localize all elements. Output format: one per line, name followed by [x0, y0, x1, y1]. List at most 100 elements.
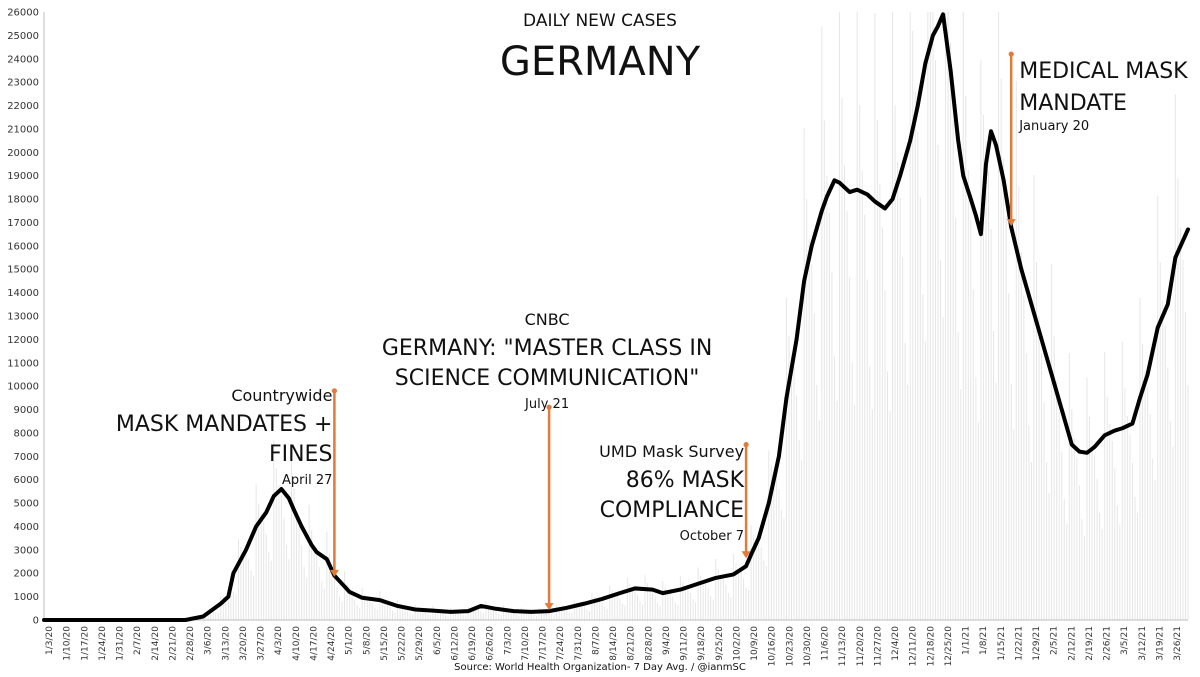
x-tick-label: 1/31/20	[116, 626, 126, 661]
x-tick-label: 11/20/20	[856, 626, 866, 667]
annotation-text: MEDICAL MASK	[1019, 59, 1188, 84]
annotation-arrowhead	[544, 603, 554, 611]
y-tick-label: 1000	[14, 592, 39, 603]
chart-subtitle: DAILY NEW CASES	[523, 11, 677, 31]
annotation-dot	[331, 388, 337, 394]
x-tick-label: 9/4/20	[662, 626, 672, 655]
x-tick-label: 7/10/20	[521, 626, 531, 661]
y-tick-label: 21000	[7, 124, 39, 135]
x-tick-label: 5/22/20	[398, 626, 408, 661]
x-tick-labels: 1/3/20 1/10/20 1/17/20 1/24/20 1/31/20 2/7/20…	[45, 626, 1183, 667]
annotation-arrowhead	[741, 551, 751, 559]
annotation-arrowhead	[1006, 219, 1016, 227]
y-tick-label: 12000	[7, 335, 39, 346]
x-tick-label: 10/2/20	[732, 626, 742, 661]
x-tick-label: 3/20/20	[239, 626, 249, 661]
x-tick-label: 2/28/20	[186, 626, 196, 661]
y-tick-label: 5000	[14, 499, 39, 510]
series-line	[42, 12, 1190, 622]
x-tick-label: 8/28/20	[644, 626, 654, 661]
x-tick-label: 6/19/20	[468, 626, 478, 661]
axes	[43, 12, 1188, 621]
y-tick-label: 25000	[7, 31, 39, 42]
x-tick-label: 3/26/21	[1173, 626, 1183, 661]
x-tick-label: 12/25/20	[944, 626, 954, 667]
x-tick-label: 1/3/20	[45, 626, 55, 655]
y-tick-label: 9000	[14, 405, 39, 416]
x-tick-label: 3/27/20	[257, 626, 267, 661]
annotation-date: July 21	[524, 397, 569, 412]
x-tick-label: 12/18/20	[926, 626, 936, 667]
x-tick-label: 7/24/20	[556, 626, 566, 661]
x-tick-label: 6/26/20	[486, 626, 496, 661]
x-tick-label: 3/12/21	[1138, 626, 1148, 661]
x-tick-label: 12/4/20	[891, 626, 901, 661]
x-tick-label: 3/6/20	[204, 626, 214, 655]
x-tick-label: 10/30/20	[803, 626, 813, 667]
x-tick-label: 3/13/20	[221, 626, 231, 661]
annotations: Countrywide MASK MANDATES + FINES April 27 C…	[116, 51, 1188, 611]
x-tick-label: 2/7/20	[133, 626, 143, 655]
annotation-text: 86% MASK	[626, 468, 745, 493]
x-tick-label: 2/19/21	[1085, 626, 1095, 661]
x-tick-label: 5/29/20	[415, 626, 425, 661]
x-tick-label: 2/26/21	[1103, 626, 1113, 661]
annotation-text: UMD Mask Survey	[599, 442, 744, 461]
x-tick-label: 10/16/20	[768, 626, 778, 667]
annotation-dot	[546, 404, 552, 410]
y-tick-label: 10000	[7, 382, 39, 393]
x-tick-label: 4/3/20	[274, 626, 284, 655]
x-tick-label: 1/24/20	[98, 626, 108, 661]
x-tick-label: 8/14/20	[609, 626, 619, 661]
x-tick-label: 8/7/20	[591, 626, 601, 655]
y-tick-label: 18000	[7, 195, 39, 206]
y-tick-label: 19000	[7, 171, 39, 182]
annotation-text: CNBC	[525, 310, 570, 329]
annotation-date: January 20	[1018, 119, 1089, 134]
x-tick-label: 1/17/20	[80, 626, 90, 661]
y-tick-label: 23000	[7, 78, 39, 89]
y-tick-label: 7000	[14, 452, 39, 463]
x-tick-label: 7/31/20	[574, 626, 584, 661]
y-tick-label: 0	[33, 616, 39, 627]
x-tick-label: 6/5/20	[433, 626, 443, 655]
annotation-dot	[743, 442, 749, 448]
y-tick-label: 22000	[7, 101, 39, 112]
x-tick-label: 1/8/21	[979, 626, 989, 655]
x-tick-label: 11/13/20	[838, 626, 848, 667]
y-tick-label: 24000	[7, 54, 39, 65]
x-tick-label: 5/15/20	[380, 626, 390, 661]
x-tick-label: 4/17/20	[309, 626, 319, 661]
x-tick-label: 7/3/20	[503, 626, 513, 655]
x-tick-label: 11/27/20	[873, 626, 883, 667]
annotation-text: Countrywide	[231, 386, 332, 405]
y-tick-label: 3000	[14, 545, 39, 556]
annotation-text: MANDATE	[1019, 91, 1127, 116]
x-tick-label: 1/15/21	[997, 626, 1007, 661]
x-tick-label: 9/18/20	[697, 626, 707, 661]
x-tick-label: 3/19/21	[1155, 626, 1165, 661]
x-tick-label: 4/24/20	[327, 626, 337, 661]
x-tick-label: 12/11/20	[909, 626, 919, 667]
y-tick-label: 17000	[7, 218, 39, 229]
annotation-date: April 27	[282, 473, 332, 488]
x-tick-label: 2/12/21	[1067, 626, 1077, 661]
source-note: Source: World Health Organization- 7 Day…	[454, 662, 746, 673]
y-tick-label: 20000	[7, 148, 39, 159]
y-tick-label: 15000	[7, 265, 39, 276]
x-tick-label: 1/22/21	[1014, 626, 1024, 661]
annotation-dot	[1008, 51, 1014, 57]
y-tick-label: 6000	[14, 475, 39, 486]
x-tick-label: 6/12/20	[450, 626, 460, 661]
x-tick-label: 2/21/20	[168, 626, 178, 661]
y-tick-label: 11000	[7, 358, 39, 369]
annotation-arrowhead	[329, 569, 339, 577]
x-tick-label: 1/29/21	[1032, 626, 1042, 661]
x-tick-label: 8/21/20	[627, 626, 637, 661]
x-tick-label: 4/10/20	[292, 626, 302, 661]
y-tick-labels: 0 1000 2000 3000 4000 5000 6000 7000 8000 9000 100…	[7, 8, 39, 627]
x-tick-label: 2/14/20	[151, 626, 161, 661]
